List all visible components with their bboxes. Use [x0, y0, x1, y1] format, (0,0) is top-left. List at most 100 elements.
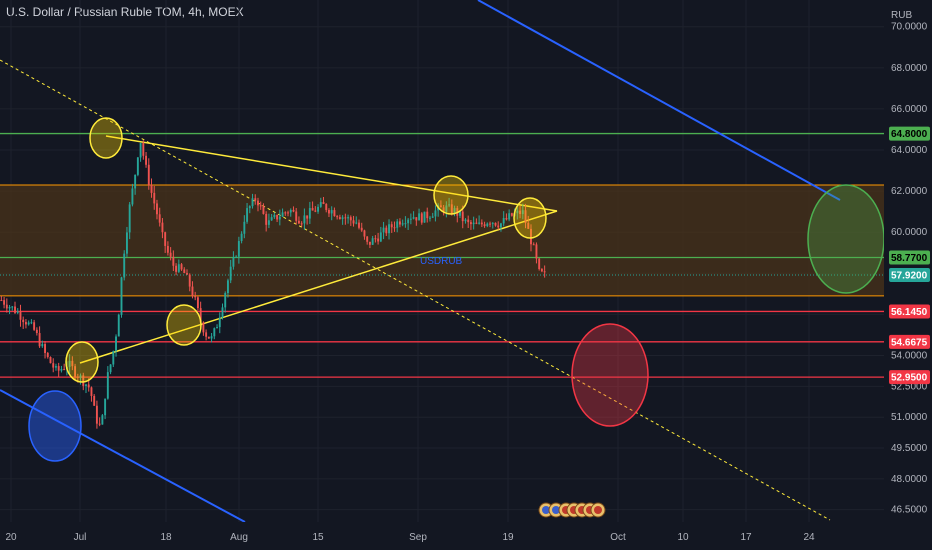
y-tick-label: 64.0000	[891, 145, 928, 156]
x-tick-label: 15	[312, 532, 324, 543]
y-tick-label: 51.0000	[891, 412, 928, 423]
candle-body	[224, 293, 227, 308]
candle-body	[33, 322, 36, 330]
candle-body	[420, 213, 423, 223]
candle-body	[540, 269, 543, 272]
candle-body	[188, 274, 191, 287]
candle-body	[186, 273, 188, 275]
candle-body	[530, 228, 532, 245]
x-tick-label: 10	[677, 532, 689, 543]
candle-body	[93, 395, 96, 406]
candle-body	[262, 206, 265, 214]
circle-annotations	[28, 117, 885, 462]
candle-body	[300, 223, 303, 225]
candle-body	[344, 217, 347, 219]
candle-body	[8, 307, 11, 309]
candle-body	[450, 204, 453, 214]
candle-body	[524, 210, 527, 223]
candle-body	[57, 366, 60, 371]
candle-body	[388, 224, 390, 234]
candle-body	[281, 212, 284, 217]
candle-body	[338, 217, 341, 219]
candle-body	[306, 215, 309, 219]
candle-body	[221, 307, 224, 318]
candle-body	[237, 241, 240, 257]
candle-body	[147, 164, 150, 185]
candle-body	[265, 213, 268, 225]
candle-body	[76, 376, 79, 378]
candle-body	[363, 230, 366, 237]
candle-body	[79, 375, 82, 378]
candle-body	[483, 224, 486, 227]
candle-body	[16, 311, 19, 313]
candle-body	[448, 204, 451, 206]
range-band	[0, 184, 884, 297]
candle-body	[95, 405, 98, 424]
candle-body	[161, 222, 164, 233]
candle-body	[232, 256, 235, 267]
candle-body	[355, 222, 358, 224]
y-tick-label: 66.0000	[891, 104, 928, 115]
candle-body	[213, 328, 216, 337]
candle-body	[123, 253, 126, 278]
candle-body	[270, 217, 273, 221]
x-tick-label: Oct	[610, 532, 626, 543]
x-axis-background	[0, 522, 932, 550]
candle-body	[218, 317, 221, 328]
candle-body	[55, 366, 57, 368]
candle-body	[85, 384, 87, 386]
candle-body	[349, 217, 352, 221]
candle-body	[426, 211, 429, 219]
candle-body	[257, 200, 259, 206]
candle-body	[30, 322, 33, 324]
candle-body	[374, 238, 377, 240]
candle-body	[308, 208, 311, 219]
candle-body	[49, 357, 52, 364]
candle-body	[418, 213, 421, 221]
candle-body	[158, 214, 161, 223]
price-badge	[889, 250, 930, 265]
trend-lines	[0, 0, 841, 523]
candle-body	[142, 143, 145, 156]
candle-body	[499, 223, 502, 228]
candle-body	[202, 322, 205, 333]
candle-body	[317, 206, 320, 212]
candle-body	[341, 217, 344, 219]
y-tick-label: 54.0000	[891, 351, 928, 362]
candle-body	[19, 311, 22, 320]
event-icon[interactable]	[590, 502, 606, 518]
candle-body	[311, 208, 314, 211]
candle-body	[24, 322, 27, 325]
candle-body	[199, 308, 202, 323]
price-badge	[889, 267, 930, 282]
candle-body	[131, 188, 134, 205]
x-tick-label: Sep	[409, 532, 427, 543]
candle-body	[497, 225, 500, 228]
blue-channel-bottom	[0, 389, 246, 523]
candle-body	[60, 369, 63, 371]
candle-body	[521, 210, 524, 215]
candle-body	[216, 327, 218, 329]
candle-body	[35, 329, 38, 334]
candle-body	[393, 227, 396, 229]
triangle-upper-line	[105, 135, 558, 212]
candle-body	[347, 217, 350, 219]
candle-body	[52, 363, 55, 368]
candle-body	[445, 205, 448, 212]
candle-body	[478, 222, 481, 224]
candle-body	[276, 214, 279, 220]
price-badge-label: 56.1450	[891, 307, 928, 318]
price-badge-label: 64.8000	[891, 129, 928, 140]
candle-body	[136, 157, 139, 175]
event-icons[interactable]	[538, 502, 606, 518]
candle-body	[328, 209, 330, 214]
candle-body	[112, 351, 115, 365]
candle-body	[360, 227, 363, 231]
chart-title: U.S. Dollar / Russian Ruble TOM, 4h, MOE…	[6, 5, 244, 19]
candle-body	[172, 256, 175, 266]
event-icon-flag	[552, 506, 560, 514]
candle-body	[505, 217, 508, 220]
candle-body	[532, 244, 535, 246]
candle-body	[150, 184, 153, 193]
